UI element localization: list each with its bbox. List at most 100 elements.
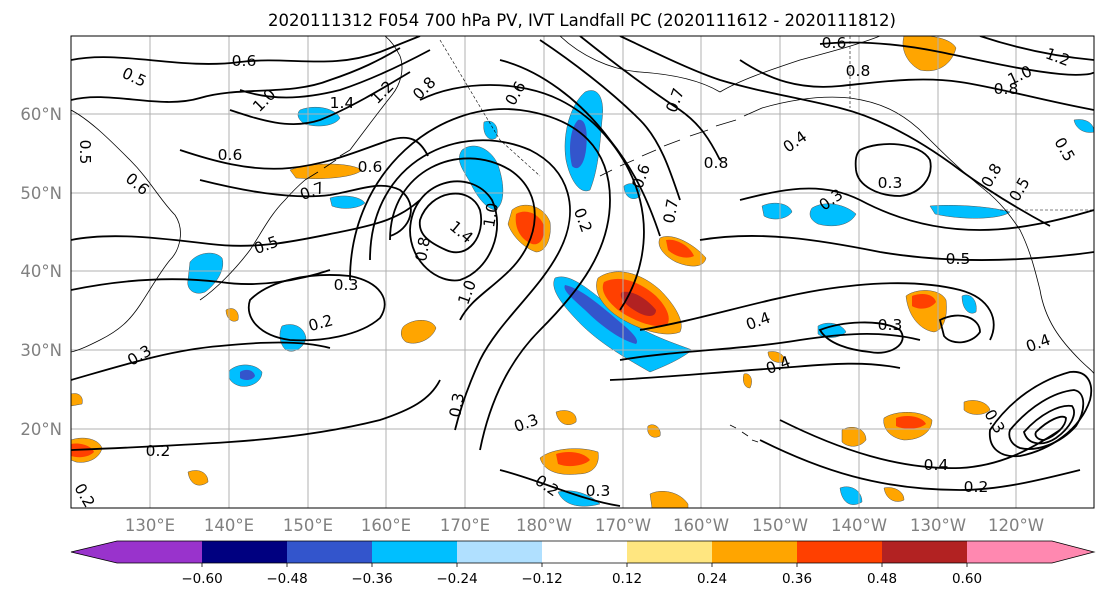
contour-line	[499, 59, 661, 237]
contour-label: 0.6	[822, 34, 847, 52]
positive-anomaly-patch	[902, 36, 957, 72]
contour-label: 0.3	[334, 276, 359, 294]
contour-label: 0.7	[660, 197, 682, 224]
positive-anomaly-patch	[841, 427, 867, 447]
pv-contours	[71, 36, 1094, 507]
contour-line	[369, 139, 571, 431]
positive-anomaly-patch	[187, 470, 209, 486]
contour-label: 0.8	[846, 62, 871, 80]
negative-anomaly-patch	[1073, 119, 1094, 133]
latitude-labels: 20°N 30°N 40°N 50°N 60°N	[20, 105, 62, 439]
contour-line	[938, 314, 981, 344]
contour-line	[854, 143, 932, 197]
contour-line	[1008, 389, 1085, 450]
contour-label: 0.2	[964, 478, 989, 496]
contour-line	[739, 59, 1094, 111]
contour-line	[979, 36, 1094, 61]
contour-line	[349, 108, 611, 451]
map-title: 2020111312 F054 700 hPa PV, IVT Landfall…	[268, 11, 896, 30]
lat-label: 60°N	[20, 105, 62, 124]
contour-line	[71, 36, 421, 65]
contour-line	[419, 84, 645, 311]
contour-label: 1.0	[480, 201, 502, 228]
colorbar-tick-label: −0.12	[521, 571, 562, 587]
positive-anomaly-patch	[647, 424, 661, 438]
colorbar-tick-label: −0.24	[436, 571, 477, 587]
graticule	[71, 36, 1094, 508]
contour-line	[818, 321, 904, 354]
bering-coastline	[559, 36, 721, 93]
contour-label: 0.6	[358, 158, 383, 176]
positive-anomaly-patch	[743, 373, 752, 389]
lon-label: 160°E	[361, 516, 411, 535]
contour-label: 0.4	[924, 456, 949, 474]
positive-anomaly-patch	[896, 416, 926, 429]
contour-line	[239, 49, 431, 99]
contour-line	[639, 282, 995, 341]
negative-anomaly-patch	[483, 120, 498, 140]
colorbar-tick-labels: −0.60 −0.48 −0.36 −0.24 −0.12 0.12 0.24 …	[181, 571, 982, 587]
contour-line	[539, 39, 681, 201]
contour-label: 0.8	[994, 80, 1019, 98]
hawaii-islands	[729, 424, 759, 443]
contour-line	[739, 187, 1094, 231]
contour-line	[619, 36, 1051, 227]
negative-anomaly-patch	[570, 119, 587, 169]
contour-label: 0.2	[306, 311, 334, 335]
contour-line	[247, 274, 386, 342]
positive-anomaly-patch	[401, 320, 437, 344]
kuril-islands	[304, 149, 351, 181]
lat-label: 50°N	[20, 184, 62, 203]
negative-anomaly-patch	[240, 369, 255, 381]
contour-line	[1022, 404, 1075, 445]
contour-line	[409, 180, 498, 282]
colorbar-segment	[372, 541, 457, 563]
contour-label: 0.8	[704, 154, 729, 172]
lon-label: 130°W	[910, 516, 966, 535]
colorbar-segment	[457, 541, 542, 563]
contour-label: 0.6	[232, 52, 257, 70]
contour-line	[389, 157, 536, 321]
colorbar-tick-label: 0.60	[952, 571, 982, 587]
contour-label: 0.2	[146, 442, 171, 460]
negative-anomaly-patch	[329, 195, 366, 209]
lon-label: 140°E	[204, 516, 254, 535]
colorbar-segment	[797, 541, 882, 563]
colorbar-segment	[202, 541, 287, 563]
contour-line	[609, 362, 901, 381]
colorbar-tick-label: −0.48	[266, 571, 307, 587]
lat-label: 40°N	[20, 262, 62, 281]
japan-coastline	[199, 179, 306, 301]
colorbar-segment	[967, 541, 1052, 563]
colorbar-tick-label: 0.24	[697, 571, 727, 587]
positive-anomaly-patch	[963, 400, 991, 415]
negative-anomaly-patch	[564, 285, 638, 344]
positive-anomaly-patch	[515, 211, 545, 245]
contour-line	[579, 36, 721, 161]
contour-line	[199, 179, 412, 237]
colorbar-segment	[882, 541, 967, 563]
negative-anomaly-patch	[557, 490, 601, 507]
contour-label: 1.4	[330, 94, 355, 112]
contour-line	[1034, 415, 1067, 441]
colorbar-segment	[712, 541, 797, 563]
negative-anomaly-patch	[187, 252, 224, 294]
contour-line	[418, 192, 483, 254]
colorbar-segment	[287, 541, 372, 563]
lon-label: 180°W	[516, 516, 572, 535]
lon-label: 140°W	[831, 516, 887, 535]
lat-label: 20°N	[20, 420, 62, 439]
colorbar: −0.60 −0.48 −0.36 −0.24 −0.12 0.12 0.24 …	[70, 540, 1096, 587]
longitude-labels: 130°E 140°E 150°E 160°E 170°E 180°W 170°…	[125, 516, 1044, 535]
contour-line	[71, 199, 421, 247]
negative-anomaly-patch	[809, 203, 857, 227]
lon-label: 170°W	[595, 516, 651, 535]
negative-anomaly-patch	[839, 486, 863, 505]
positive-anomaly-patch	[912, 294, 936, 309]
colorbar-ticks	[201, 563, 968, 567]
contour-label: 0.5	[76, 140, 94, 165]
colorbar-segment	[71, 541, 117, 563]
date-line-boundary	[439, 39, 541, 177]
positive-anomaly-patch	[883, 487, 905, 502]
